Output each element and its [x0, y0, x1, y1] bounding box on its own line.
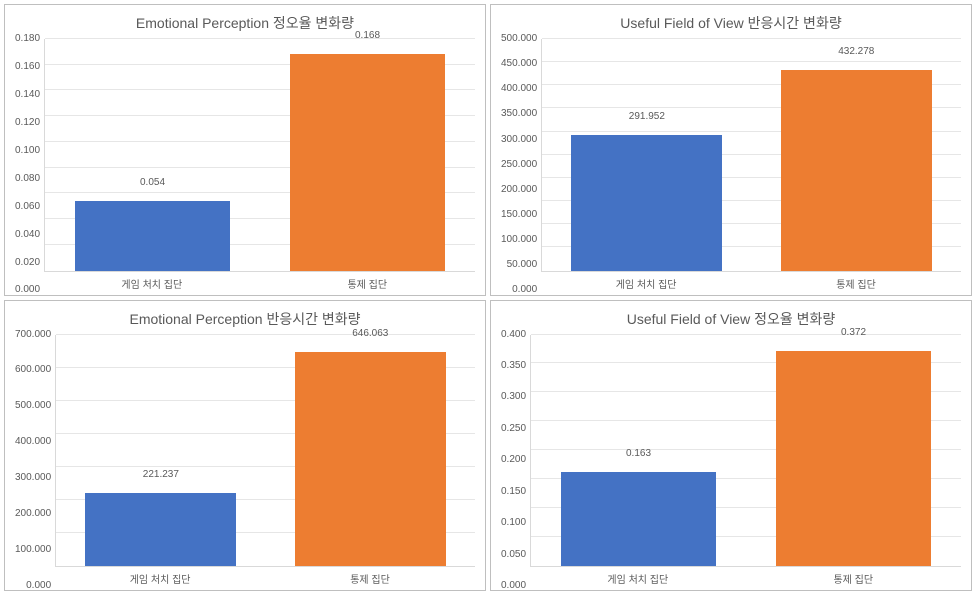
bar-value-label: 0.054	[140, 177, 165, 188]
x-category-label: 게임 처치 집단	[55, 571, 265, 586]
bar	[776, 351, 931, 566]
x-category-label: 통제 집단	[260, 276, 475, 291]
plot-area: 0.0540.168	[44, 39, 475, 272]
x-category-label: 게임 처치 집단	[44, 276, 259, 291]
chart-panel-3: Useful Field of View 정오율 변화량 0.4000.3500…	[490, 300, 972, 592]
chart-title: Useful Field of View 정오율 변화량	[501, 309, 961, 329]
chart-plot: 700.000600.000500.000400.000300.000200.0…	[15, 335, 475, 587]
chart-plot: 0.1800.1600.1400.1200.1000.0800.0600.040…	[15, 39, 475, 291]
chart-plot: 0.4000.3500.3000.2500.2000.1500.1000.050…	[501, 335, 961, 587]
bar-value-label: 646.063	[352, 328, 388, 339]
plot-area: 291.952 432.278	[541, 39, 961, 272]
x-category-label: 게임 처치 집단	[530, 571, 745, 586]
bar	[561, 472, 716, 566]
chart-panel-0: Emotional Perception 정오율 변화량 0.1800.1600…	[4, 4, 486, 296]
y-axis: 0.1800.1600.1400.1200.1000.0800.0600.040…	[15, 39, 44, 291]
y-axis: 0.4000.3500.3000.2500.2000.1500.1000.050…	[501, 335, 530, 587]
chart-title: Emotional Perception 반응시간 변화량	[15, 309, 475, 329]
bar-value-label: 0.163	[626, 448, 651, 459]
bar	[295, 352, 446, 566]
bar-value-label: 291.952	[629, 111, 665, 122]
plotarea-wrap: 291.952 432.278 게임 처치 집단 통제 집단	[541, 39, 961, 291]
bar-value-label: 0.372	[841, 327, 866, 338]
x-axis: 게임 처치 집단 통제 집단	[541, 272, 961, 291]
chart-title: Useful Field of View 반응시간 변화량	[501, 13, 961, 33]
chart-panel-2: Emotional Perception 반응시간 변화량 700.000600…	[4, 300, 486, 592]
chart-title: Emotional Perception 정오율 변화량	[15, 13, 475, 33]
bar	[571, 135, 722, 270]
grid-line	[45, 38, 475, 39]
chart-plot: 500.000450.000400.000350.000300.000250.0…	[501, 39, 961, 291]
bar	[75, 201, 230, 270]
grid-line	[531, 334, 961, 335]
x-axis: 게임 처치 집단 통제 집단	[44, 272, 475, 291]
plotarea-wrap: 0.0540.168 게임 처치 집단 통제 집단	[44, 39, 475, 291]
chart-panel-1: Useful Field of View 반응시간 변화량 500.000450…	[490, 4, 972, 296]
bar	[781, 70, 932, 270]
grid-line	[56, 334, 475, 335]
bar-value-label: 432.278	[838, 46, 874, 57]
bar	[85, 493, 236, 566]
x-category-label: 통제 집단	[751, 276, 961, 291]
x-category-label: 게임 처치 집단	[541, 276, 751, 291]
y-axis: 700.000600.000500.000400.000300.000200.0…	[15, 335, 55, 587]
bar-value-label: 221.237	[143, 469, 179, 480]
x-axis: 게임 처치 집단 통제 집단	[530, 567, 961, 586]
x-category-label: 통제 집단	[265, 571, 475, 586]
plotarea-wrap: 0.1630.372 게임 처치 집단 통제 집단	[530, 335, 961, 587]
chart-grid: Emotional Perception 정오율 변화량 0.1800.1600…	[0, 0, 976, 595]
plot-area: 0.1630.372	[530, 335, 961, 568]
y-axis: 500.000450.000400.000350.000300.000250.0…	[501, 39, 541, 291]
x-axis: 게임 처치 집단 통제 집단	[55, 567, 475, 586]
bar-value-label: 0.168	[355, 30, 380, 41]
plot-area: 221.237646.063	[55, 335, 475, 568]
grid-line	[542, 61, 961, 62]
x-category-label: 통제 집단	[746, 571, 961, 586]
plotarea-wrap: 221.237646.063 게임 처치 집단 통제 집단	[55, 335, 475, 587]
grid-line	[542, 38, 961, 39]
bar	[290, 54, 445, 270]
